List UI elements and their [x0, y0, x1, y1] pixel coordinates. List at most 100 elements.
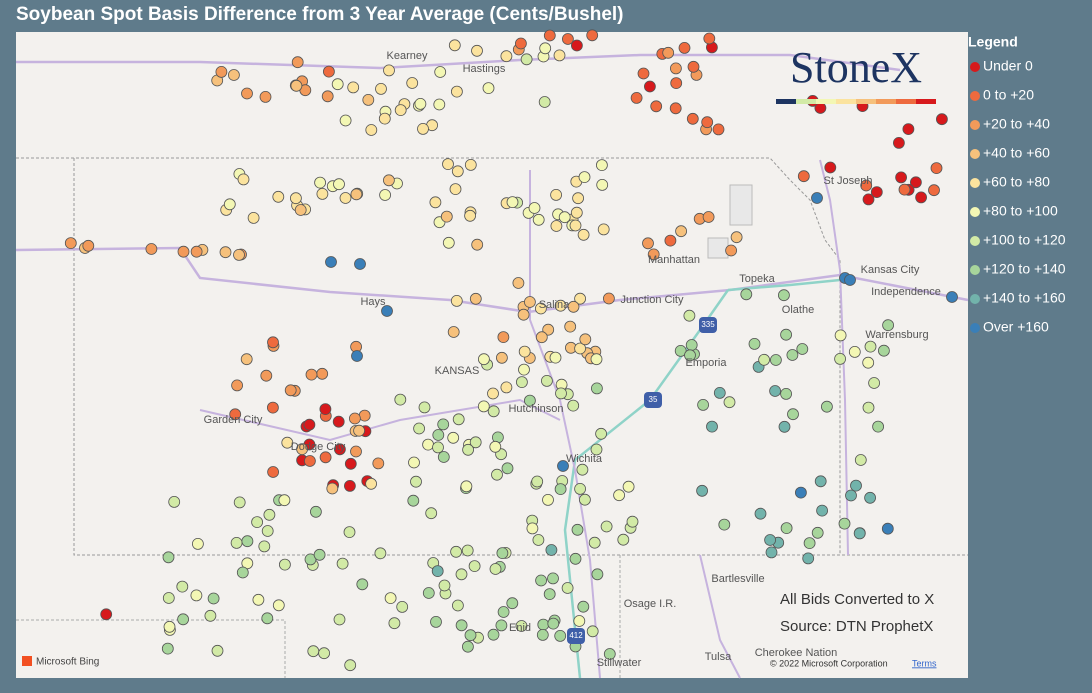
legend-label: +100 to +120 [983, 232, 1066, 248]
bid-location [730, 231, 743, 244]
bid-location [538, 96, 551, 108]
bid-location [547, 617, 560, 630]
bid-location [764, 534, 776, 546]
legend-title: Legend [968, 34, 1018, 50]
bid-location [259, 91, 272, 103]
bid-location [461, 544, 474, 557]
bid-location [517, 308, 530, 321]
title: Soybean Spot Basis Difference from 3 Yea… [16, 4, 624, 25]
bid-location [303, 418, 316, 431]
map [15, 53, 969, 679]
bid-location [506, 597, 519, 610]
bid-location [408, 456, 420, 469]
bid-location [64, 237, 77, 250]
map-area [16, 32, 968, 678]
note: All Bids Converted to X [780, 591, 934, 608]
legend-swatch [970, 62, 980, 72]
place-label: Junction City [621, 294, 684, 306]
bid-location [797, 170, 810, 183]
bid-location [915, 191, 927, 204]
bid-location [318, 647, 331, 660]
legend-swatch [970, 149, 980, 159]
bid-location [664, 234, 677, 247]
bid-location [326, 482, 339, 495]
bid-location [354, 258, 366, 270]
legend-swatch [970, 265, 980, 275]
reservoir [729, 184, 753, 226]
bid-location [501, 462, 514, 475]
bid-location [190, 589, 203, 602]
bid-location [344, 457, 357, 470]
bid-location [558, 211, 571, 224]
bid-location [596, 178, 609, 191]
logo: StoneX [790, 43, 922, 92]
bid-location [537, 618, 550, 631]
place-label: Tulsa [705, 651, 732, 663]
bid-location [296, 443, 309, 456]
bid-location [497, 331, 510, 344]
legend-label: +20 to +40 [983, 116, 1050, 132]
bid-location [572, 192, 584, 205]
bid-location [321, 90, 334, 103]
place-label: Dodge City [291, 441, 346, 453]
bid-location [358, 409, 371, 422]
bid-location [557, 460, 569, 472]
bid-location [414, 98, 427, 110]
bid-location [339, 192, 352, 204]
bid-location [447, 431, 460, 444]
bid-location [545, 544, 558, 556]
bid-location [381, 305, 393, 317]
bid-location [450, 294, 463, 307]
bid-location [451, 165, 464, 178]
bid-location [313, 548, 326, 561]
bid-location [233, 248, 245, 261]
bid-location [778, 289, 790, 302]
bid-location [569, 552, 582, 565]
bid-location [233, 496, 246, 509]
bid-location [204, 609, 217, 622]
bid-location [339, 114, 352, 127]
bid-location [547, 572, 559, 585]
bid-location [161, 642, 174, 655]
bid-location [542, 493, 554, 506]
bid-location [936, 113, 948, 126]
bid-location [713, 386, 726, 399]
bid-location [596, 159, 608, 172]
legend-swatch [970, 91, 980, 101]
bid-location [487, 405, 500, 418]
state-border [16, 555, 621, 678]
terms-link[interactable]: Terms [912, 658, 937, 668]
logo-bar [776, 99, 936, 104]
bid-location [573, 615, 586, 627]
bid-location [272, 599, 285, 612]
bid-location [561, 582, 574, 594]
bid-location [365, 477, 378, 490]
bid-location [290, 79, 303, 92]
bid-location [422, 438, 435, 451]
bid-location [294, 204, 307, 216]
bid-location [758, 353, 770, 366]
bid-location [455, 619, 468, 632]
legend-label: +140 to +160 [983, 290, 1066, 306]
bid-location [526, 522, 539, 535]
bid-location [372, 457, 385, 470]
bid-location [669, 102, 682, 115]
bid-location [379, 189, 392, 201]
place-label: Olathe [782, 304, 814, 316]
bid-location [895, 171, 907, 184]
place-label: Garden City [204, 414, 263, 426]
bid-location [564, 320, 577, 333]
bid-location [706, 420, 718, 433]
highway-shield [567, 628, 585, 644]
bid-location [701, 116, 714, 129]
bid-location [455, 568, 468, 581]
bid-location [450, 545, 463, 558]
bid-location [145, 243, 158, 255]
bid-location [524, 394, 536, 407]
bid-location [577, 600, 590, 613]
bid-location [336, 557, 349, 570]
road [727, 278, 841, 292]
bid-location [821, 400, 833, 413]
bid-location [515, 37, 527, 50]
